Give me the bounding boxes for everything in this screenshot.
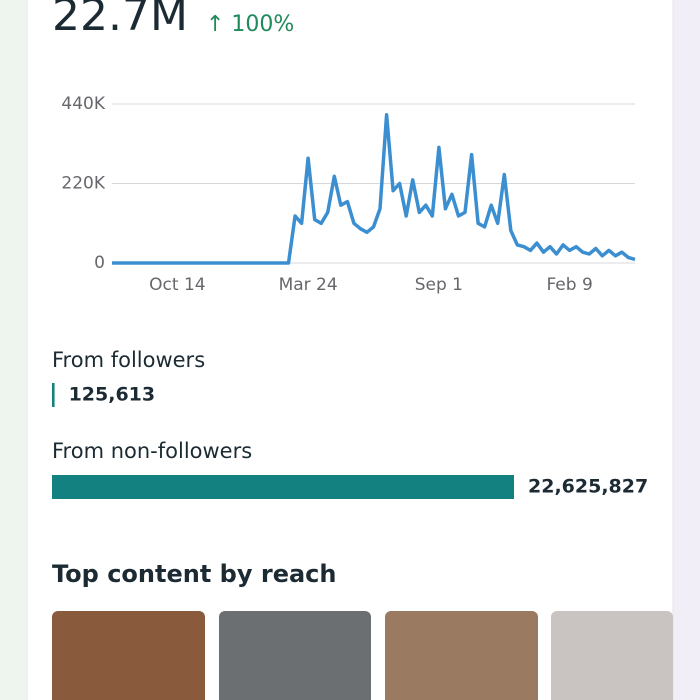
total-reach: 22.7M	[52, 0, 188, 41]
y-tick-label: 440K	[61, 94, 105, 114]
y-tick-label: 0	[94, 253, 105, 273]
card	[26, 0, 674, 700]
thumbnail[interactable]	[219, 611, 371, 700]
bar	[52, 383, 55, 407]
value-label: 125,613	[69, 384, 156, 406]
value-label: 22,625,827	[528, 476, 648, 498]
line	[112, 113, 636, 265]
thumbnails	[52, 611, 673, 700]
y-tick-label: 220K	[61, 174, 105, 194]
bar	[52, 475, 514, 499]
section-title: Top content by reach	[52, 560, 336, 588]
bar-label: From non-followers	[52, 439, 252, 463]
x-tick-label: Oct 14	[149, 275, 205, 295]
thumbnail[interactable]	[52, 611, 205, 700]
x-tick-label: Mar 24	[279, 275, 338, 295]
x-tick-label: Feb 9	[546, 275, 592, 295]
thumbnail[interactable]	[385, 611, 538, 700]
x-tick-label: Sep 1	[415, 275, 463, 295]
thumbnail[interactable]	[551, 611, 673, 700]
change: ↑ 100%	[206, 12, 294, 37]
bar-label: From followers	[52, 348, 205, 372]
